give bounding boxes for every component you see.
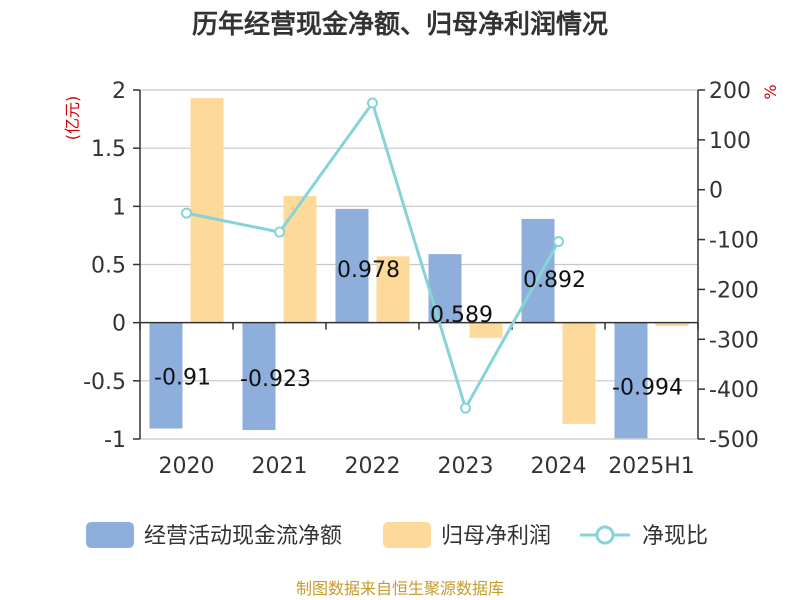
data-label-operating-cf: -0.923 [240, 367, 311, 392]
legend-label-net-profit: 归母净利润 [441, 524, 551, 549]
bar-operating-cf [428, 254, 462, 323]
data-label-operating-cf: 0.978 [337, 258, 400, 283]
ratio-line-point [460, 402, 471, 414]
bar-net-profit [562, 322, 596, 424]
right-tick-label: 0 [709, 179, 723, 204]
right-tick-label: -100 [709, 229, 759, 254]
right-tick-label: -500 [709, 428, 759, 453]
bar-operating-cf [242, 322, 276, 431]
data-label-operating-cf: 0.589 [430, 303, 493, 328]
left-tick-label: 0 [112, 312, 126, 337]
category-label: 2020 [159, 454, 215, 479]
left-axis-unit: (亿元) [63, 96, 82, 141]
right-axis-unit: % [761, 84, 780, 99]
bar-operating-cf [614, 322, 648, 439]
left-tick-label: -0.5 [83, 370, 126, 395]
bar-net-profit [469, 322, 503, 338]
ratio-line-point [274, 226, 285, 238]
category-label: 2025H1 [608, 454, 695, 479]
data-labels: -0.91 -0.923 0.978 0.589 0.892 -0.994 [154, 258, 683, 400]
ratio-line-point [553, 236, 564, 248]
data-label-operating-cf: -0.994 [612, 375, 683, 400]
left-tick-label: -1 [104, 428, 126, 453]
data-label-operating-cf: 0.892 [523, 268, 586, 293]
data-label-operating-cf: -0.91 [154, 366, 211, 391]
chart-title: 历年经营现金净额、归母净利润情况 [192, 9, 608, 40]
legend-swatch-net-profit [383, 522, 431, 548]
legend-swatch-operating-cf [86, 522, 134, 548]
ratio-line-point [181, 207, 192, 219]
ratio-line [181, 97, 564, 414]
bars [149, 98, 689, 439]
right-tick-label: -400 [709, 378, 759, 403]
category-label: 2021 [252, 454, 308, 479]
category-label: 2024 [531, 454, 587, 479]
category-label: 2022 [345, 454, 401, 479]
bar-net-profit [655, 322, 689, 327]
bar-operating-cf [521, 218, 555, 323]
right-tick-label: 200 [709, 79, 751, 104]
left-tick-label: 1 [112, 195, 126, 220]
legend-label-ratio: 净现比 [642, 524, 708, 549]
left-tick-label: 2 [112, 79, 126, 104]
left-tick-label: 0.5 [91, 254, 126, 279]
legend-marker-ratio [595, 525, 615, 545]
legend: 经营活动现金流净额 归母净利润 净现比 [86, 522, 708, 549]
bar-net-profit [190, 98, 224, 323]
ratio-line-point [367, 97, 378, 109]
right-tick-label: 100 [709, 129, 751, 154]
left-tick-label: 1.5 [91, 137, 126, 162]
legend-label-operating-cf: 经营活动现金流净额 [144, 524, 342, 549]
right-tick-label: -300 [709, 328, 759, 353]
category-label: 2023 [438, 454, 494, 479]
right-tick-label: -200 [709, 278, 759, 303]
bar-net-profit [376, 256, 410, 323]
axes: 2 1.5 1 0.5 0 -0.5 -1 200 100 0 -100 -200 -300 -400 -5… [83, 79, 759, 479]
source-note: 制图数据来自恒生聚源数据库 [296, 579, 504, 598]
bar-operating-cf [335, 208, 369, 323]
bar-net-profit [283, 195, 317, 323]
bar-operating-cf [149, 322, 183, 429]
